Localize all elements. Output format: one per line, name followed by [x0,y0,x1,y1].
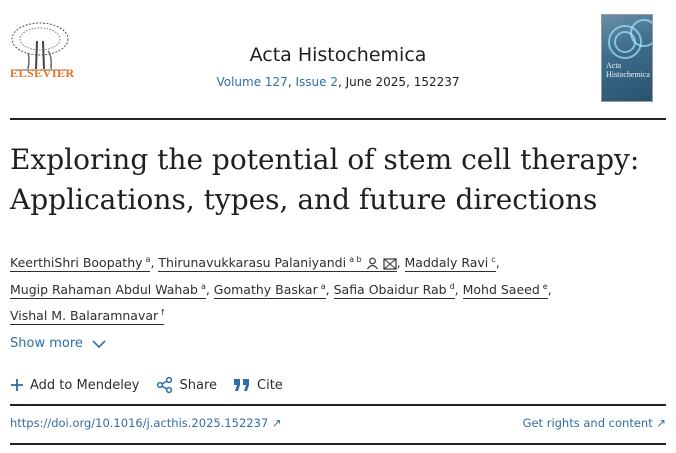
cite-button[interactable]: Cite [233,378,283,393]
external-link-icon: ↗ [271,416,282,430]
author-link[interactable]: Vishal M. Balaramnavar f [10,308,164,326]
header-divider [10,118,666,120]
show-more-button[interactable]: Show more [10,336,107,351]
doi-divider [10,443,666,445]
author-link[interactable]: KeerthiShri Boopathy a [10,255,151,273]
plus-icon [11,379,23,391]
author-list: KeerthiShri Boopathy a, Thirunavukkarasu … [10,255,552,326]
doi-link[interactable]: https://doi.org/10.1016/j.acthis.2025.15… [10,416,282,430]
cover-title: Acta Histochemica [606,61,650,79]
chevron-down-icon [92,339,106,348]
author-link[interactable]: Safia Obaidur Rab d [333,281,455,299]
author-link[interactable]: Mugip Rahaman Abdul Wahab a [10,281,206,299]
get-rights-link[interactable]: Get rights and content ↗ [522,416,666,430]
volume-link[interactable]: Volume 127 [216,75,288,89]
cite-label: Cite [257,377,283,393]
author-link[interactable]: Gomathy Baskar a [213,281,326,299]
email-icon [382,258,397,270]
share-label: Share [179,377,218,393]
share-button[interactable]: Share [156,376,218,394]
actions-divider [10,404,666,406]
issue-info: Volume 127, Issue 2, June 2025, 152237 [216,75,460,89]
issue-date: , June 2025, 152237 [337,75,460,89]
article-actions: Add to Mendeley Share Cite [10,376,283,394]
add-to-mendeley-button[interactable]: Add to Mendeley [10,378,140,393]
author-link[interactable]: Maddaly Ravi c [404,255,496,273]
elsevier-wordmark: ELSEVIER [10,66,75,80]
author-link[interactable]: Thirunavukkarasu Palaniyandi a b [158,255,397,273]
person-icon [366,257,378,270]
author-link[interactable]: Mohd Saeed e [462,281,548,299]
mendeley-label: Add to Mendeley [30,377,140,393]
show-more-label: Show more [10,336,83,351]
elsevier-tree-logo[interactable] [10,14,70,80]
article-title: Exploring the potential of stem cell the… [10,143,640,216]
quote-icon [234,379,250,391]
issue-link[interactable]: Issue 2 [295,75,338,89]
journal-title[interactable]: Acta Histochemica [249,44,427,66]
external-link-icon: ↗ [656,416,666,430]
journal-cover-image[interactable]: Acta Histochemica [601,14,653,102]
share-icon [156,376,172,394]
